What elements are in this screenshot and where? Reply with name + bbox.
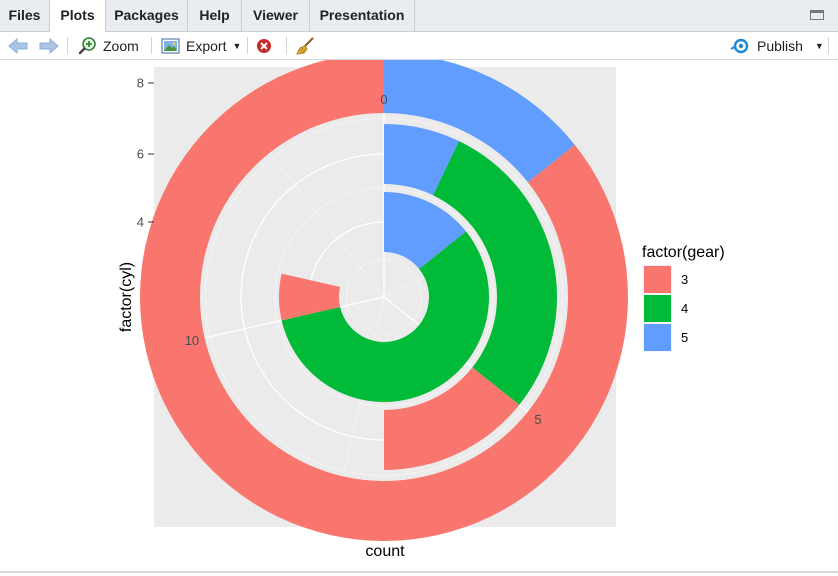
toolbar-divider: [286, 37, 287, 54]
publish-label: Publish: [757, 37, 803, 54]
legend-key-swatch: [644, 266, 671, 293]
y-axis-tick-label: 6: [137, 147, 144, 162]
forward-button[interactable]: [38, 32, 60, 59]
bar-segment: [281, 231, 489, 402]
toolbar-divider: [67, 37, 68, 54]
pane-tab-bar: Files Plots Packages Help Viewer Present…: [0, 0, 838, 32]
export-label: Export: [186, 37, 227, 54]
angle-tick-label: 5: [534, 412, 541, 427]
bar-segment: [279, 273, 341, 321]
angle-tick-label: 10: [185, 333, 199, 348]
arrow-left-icon: [8, 37, 28, 54]
tab-plots[interactable]: Plots: [50, 0, 106, 32]
remove-plot-button[interactable]: [255, 32, 273, 59]
angle-grid-line: [268, 152, 385, 298]
plots-toolbar: Zoom Export ▼ Publish ▼: [0, 32, 838, 60]
legend-key-swatch: [644, 295, 671, 322]
dropdown-caret-icon: ▼: [232, 40, 242, 51]
bar-segment: [384, 192, 467, 269]
legend-label: 5: [681, 330, 688, 345]
minimize-pane-button[interactable]: [810, 10, 824, 20]
y-axis-tick-label: 8: [137, 76, 144, 91]
dropdown-caret-icon: ▼: [814, 40, 824, 51]
arrow-right-icon: [39, 37, 59, 54]
back-button[interactable]: [7, 32, 29, 59]
clear-all-plots-button[interactable]: [296, 32, 316, 59]
magnifier-icon: [78, 36, 96, 54]
toolbar-divider: [828, 37, 829, 54]
pane-bottom-border: [0, 571, 838, 573]
tab-packages[interactable]: Packages: [106, 0, 188, 31]
legend-label: 4: [681, 301, 688, 316]
x-axis-title: count: [365, 543, 405, 560]
broom-icon: [296, 36, 314, 55]
y-axis-title: factor(cyl): [118, 262, 135, 332]
polar-bar-chart: 0 5 10 4 6 8 factor(cyl) count factor(gear) 3 4 5: [118, 53, 725, 560]
tab-viewer[interactable]: Viewer: [242, 0, 310, 31]
export-image-icon: [161, 37, 180, 54]
bar-segment: [433, 141, 557, 405]
tab-files[interactable]: Files: [0, 0, 50, 31]
legend-title: factor(gear): [642, 244, 725, 261]
tab-presentation[interactable]: Presentation: [310, 0, 415, 31]
tab-help[interactable]: Help: [188, 0, 242, 31]
export-button[interactable]: Export ▼: [161, 32, 241, 59]
legend-label: 3: [681, 272, 688, 287]
publish-icon: [730, 38, 749, 53]
toolbar-divider: [151, 37, 152, 54]
bar-segment: [384, 124, 460, 196]
toolbar-divider: [247, 37, 248, 54]
bar-segment: [384, 53, 575, 183]
remove-plot-icon: [257, 38, 271, 53]
plot-viewer: 0 5 10 4 6 8 factor(cyl) count factor(gear) 3 4 5: [0, 53, 838, 571]
publish-button[interactable]: Publish ▼: [730, 32, 824, 59]
y-axis-tick-label: 4: [137, 215, 144, 230]
angle-tick-label: 0: [380, 92, 387, 107]
legend-key-swatch: [644, 324, 671, 351]
bar-segment: [384, 367, 520, 470]
zoom-button[interactable]: Zoom: [78, 32, 139, 59]
zoom-label: Zoom: [103, 37, 139, 54]
